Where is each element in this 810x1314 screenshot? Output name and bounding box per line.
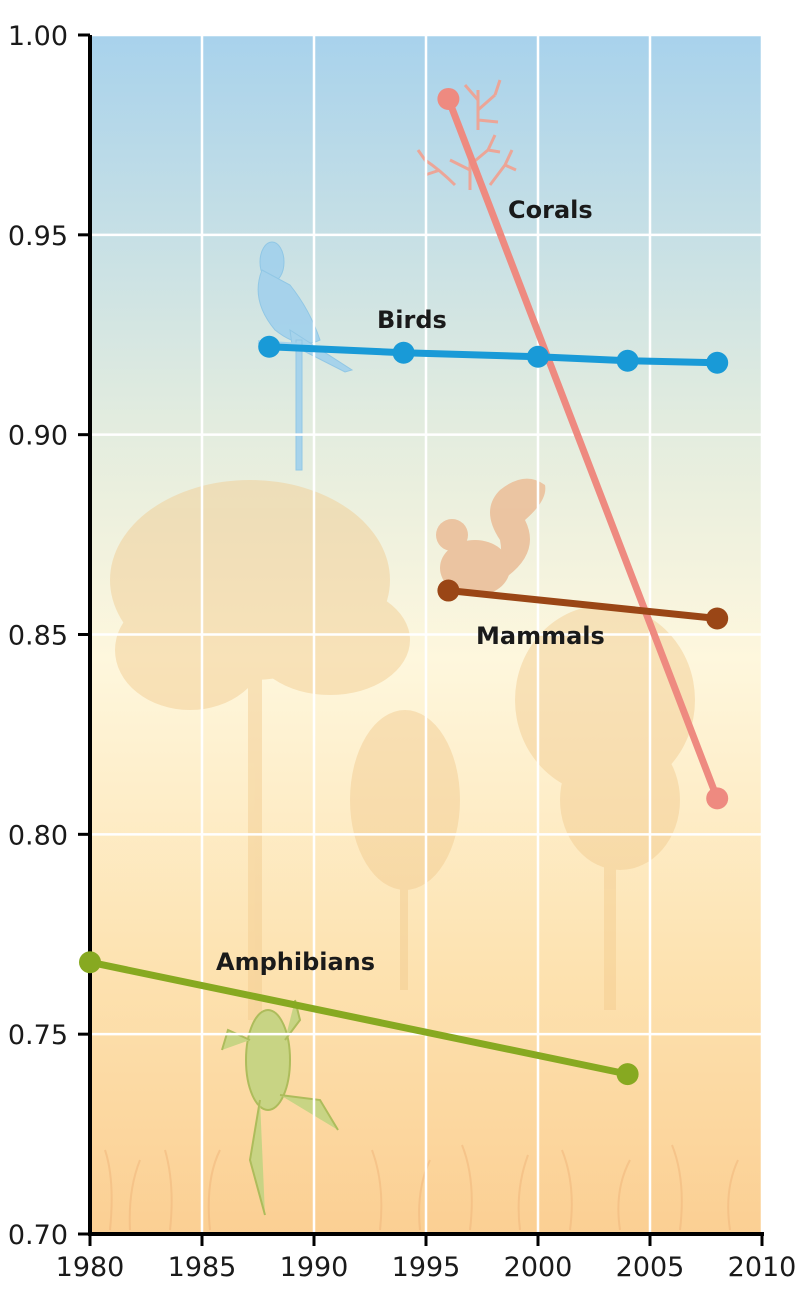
series-line-amphibians <box>86 958 632 1078</box>
y-tick-label: 1.00 <box>8 21 68 52</box>
y-tick-label: 0.90 <box>8 421 68 452</box>
data-point-mammals <box>706 607 729 630</box>
series-label-amphibians: Amphibians <box>216 948 375 976</box>
tick-layer: 1980 1985 1990 1995 2000 2005 2010 1.00 0.95 0.90… <box>8 21 796 1283</box>
x-tick-label: 2005 <box>616 1252 685 1283</box>
series-label-corals: Corals <box>508 196 593 224</box>
data-point-amphibians <box>616 1063 639 1086</box>
coral-icon <box>416 79 517 190</box>
data-point-birds <box>616 349 639 372</box>
squirrel-icon <box>436 478 546 596</box>
data-point-corals <box>437 87 460 110</box>
series-label-birds: Birds <box>377 306 447 334</box>
x-tick-label: 1980 <box>56 1252 125 1283</box>
data-point-amphibians <box>79 951 101 974</box>
x-tick-label: 1985 <box>168 1252 237 1283</box>
x-tick-label: 1990 <box>280 1252 349 1283</box>
series-label-mammals: Mammals <box>476 622 605 650</box>
y-tick-label: 0.75 <box>8 1020 68 1051</box>
y-tick-label: 0.95 <box>8 221 68 252</box>
data-point-birds <box>392 341 415 364</box>
y-tick-label: 0.80 <box>8 820 68 851</box>
x-tick-label: 2010 <box>728 1252 797 1283</box>
data-point-birds <box>527 345 549 368</box>
data-point-corals <box>706 787 729 810</box>
series-layer <box>79 87 729 1086</box>
data-point-birds <box>706 351 729 374</box>
grass-silhouette <box>104 1144 739 1231</box>
y-tick-label: 0.70 <box>8 1220 68 1251</box>
x-tick-label: 2000 <box>504 1252 573 1283</box>
data-point-birds <box>258 335 281 358</box>
x-tick-label: 1995 <box>392 1252 461 1283</box>
series-line-mammals <box>444 587 721 623</box>
y-tick-label: 0.85 <box>8 621 68 652</box>
data-point-mammals <box>437 579 460 602</box>
series-line-corals <box>444 95 721 802</box>
